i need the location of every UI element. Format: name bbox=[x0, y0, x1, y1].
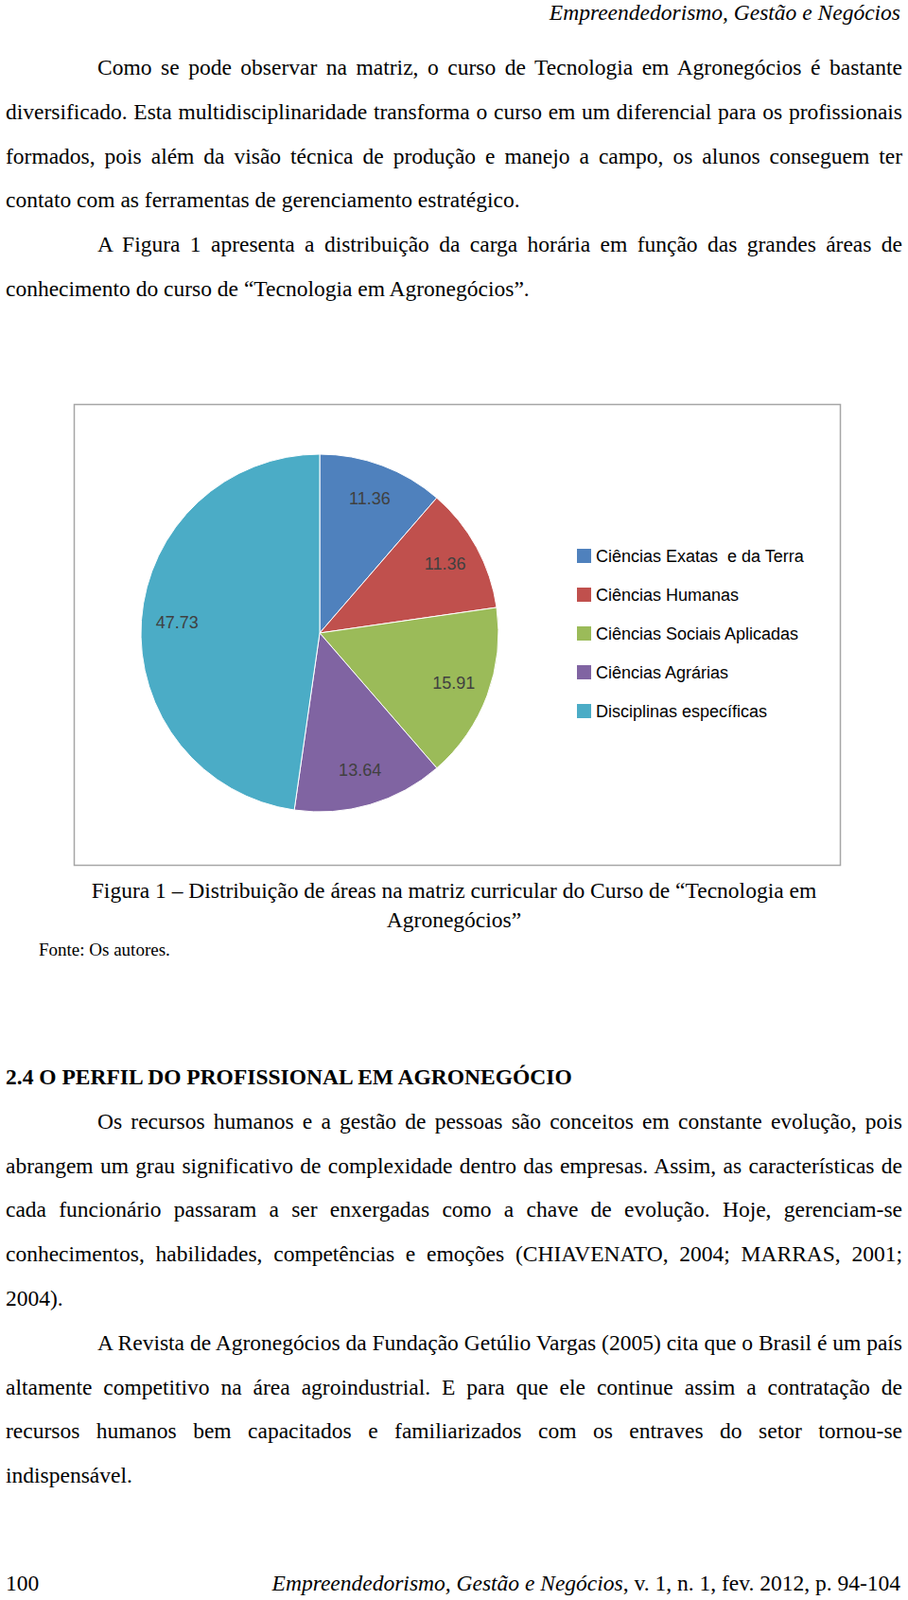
footer-citation: Empreendedorismo, Gestão e Negócios, v. … bbox=[272, 1570, 901, 1596]
issue-info: , v. 1, n. 1, fev. 2012, p. 94-104 bbox=[623, 1570, 901, 1595]
data-label: 47.73 bbox=[156, 612, 199, 632]
pie: 11.36 11.36 15.91 13.64 47.73 bbox=[140, 454, 499, 812]
paragraph: A Figura 1 apresenta a distribuição da c… bbox=[5, 222, 903, 312]
paragraph: Como se pode observar na matriz, o curso… bbox=[5, 45, 903, 223]
section-heading: 2.4 O PERFIL DO PROFISSIONAL EM AGRONEGÓ… bbox=[5, 1054, 903, 1100]
legend-swatch bbox=[576, 548, 592, 563]
legend-swatch bbox=[576, 664, 592, 680]
chart-frame bbox=[74, 404, 841, 866]
text-block: Como se pode observar na matriz, o curso… bbox=[5, 45, 903, 312]
legend-label: Ciências Sociais Aplicadas bbox=[595, 624, 799, 644]
legend: Ciências Exatas e da Terra Ciências Human… bbox=[576, 546, 805, 721]
text-block: 2.4 O PERFIL DO PROFISSIONAL EM AGRONEGÓ… bbox=[5, 1054, 903, 1498]
legend-swatch bbox=[576, 587, 592, 602]
data-label: 11.36 bbox=[349, 488, 391, 508]
paragraph: Os recursos humanos e a gestão de pessoa… bbox=[5, 1099, 903, 1321]
journal-name: Empreendedorismo, Gestão e Negócios bbox=[272, 1570, 624, 1595]
legend-item: Disciplinas específicas bbox=[576, 701, 768, 721]
data-label: 13.64 bbox=[338, 760, 382, 780]
figure-source: Fonte: Os autores. bbox=[38, 939, 171, 961]
legend-label: Ciências Exatas e da Terra bbox=[595, 546, 805, 566]
data-label: 11.36 bbox=[424, 554, 467, 574]
data-label: 15.91 bbox=[432, 673, 475, 693]
legend-label: Ciências Agrárias bbox=[595, 663, 729, 682]
figure-caption: Figura 1 – Distribuição de áreas na matr… bbox=[28, 875, 880, 935]
legend-swatch bbox=[576, 626, 592, 641]
page-number: 100 bbox=[5, 1570, 39, 1596]
chart: 11.36 11.36 15.91 13.64 47.73 Ciências Exatas… bbox=[0, 0, 908, 880]
legend-item: Ciências Exatas e da Terra bbox=[576, 546, 805, 566]
legend-label: Disciplinas específicas bbox=[595, 701, 768, 721]
legend-label: Ciências Humanas bbox=[595, 585, 739, 605]
legend-item: Ciências Agrárias bbox=[576, 663, 729, 682]
running-title: Empreendedorismo, Gestão e Negócios bbox=[549, 0, 901, 26]
paragraph: A Revista de Agronegócios da Fundação Ge… bbox=[5, 1320, 903, 1498]
slice bbox=[140, 454, 320, 810]
legend-item: Ciências Humanas bbox=[576, 585, 739, 605]
legend-swatch bbox=[576, 703, 592, 718]
legend-item: Ciências Sociais Aplicadas bbox=[576, 624, 799, 644]
